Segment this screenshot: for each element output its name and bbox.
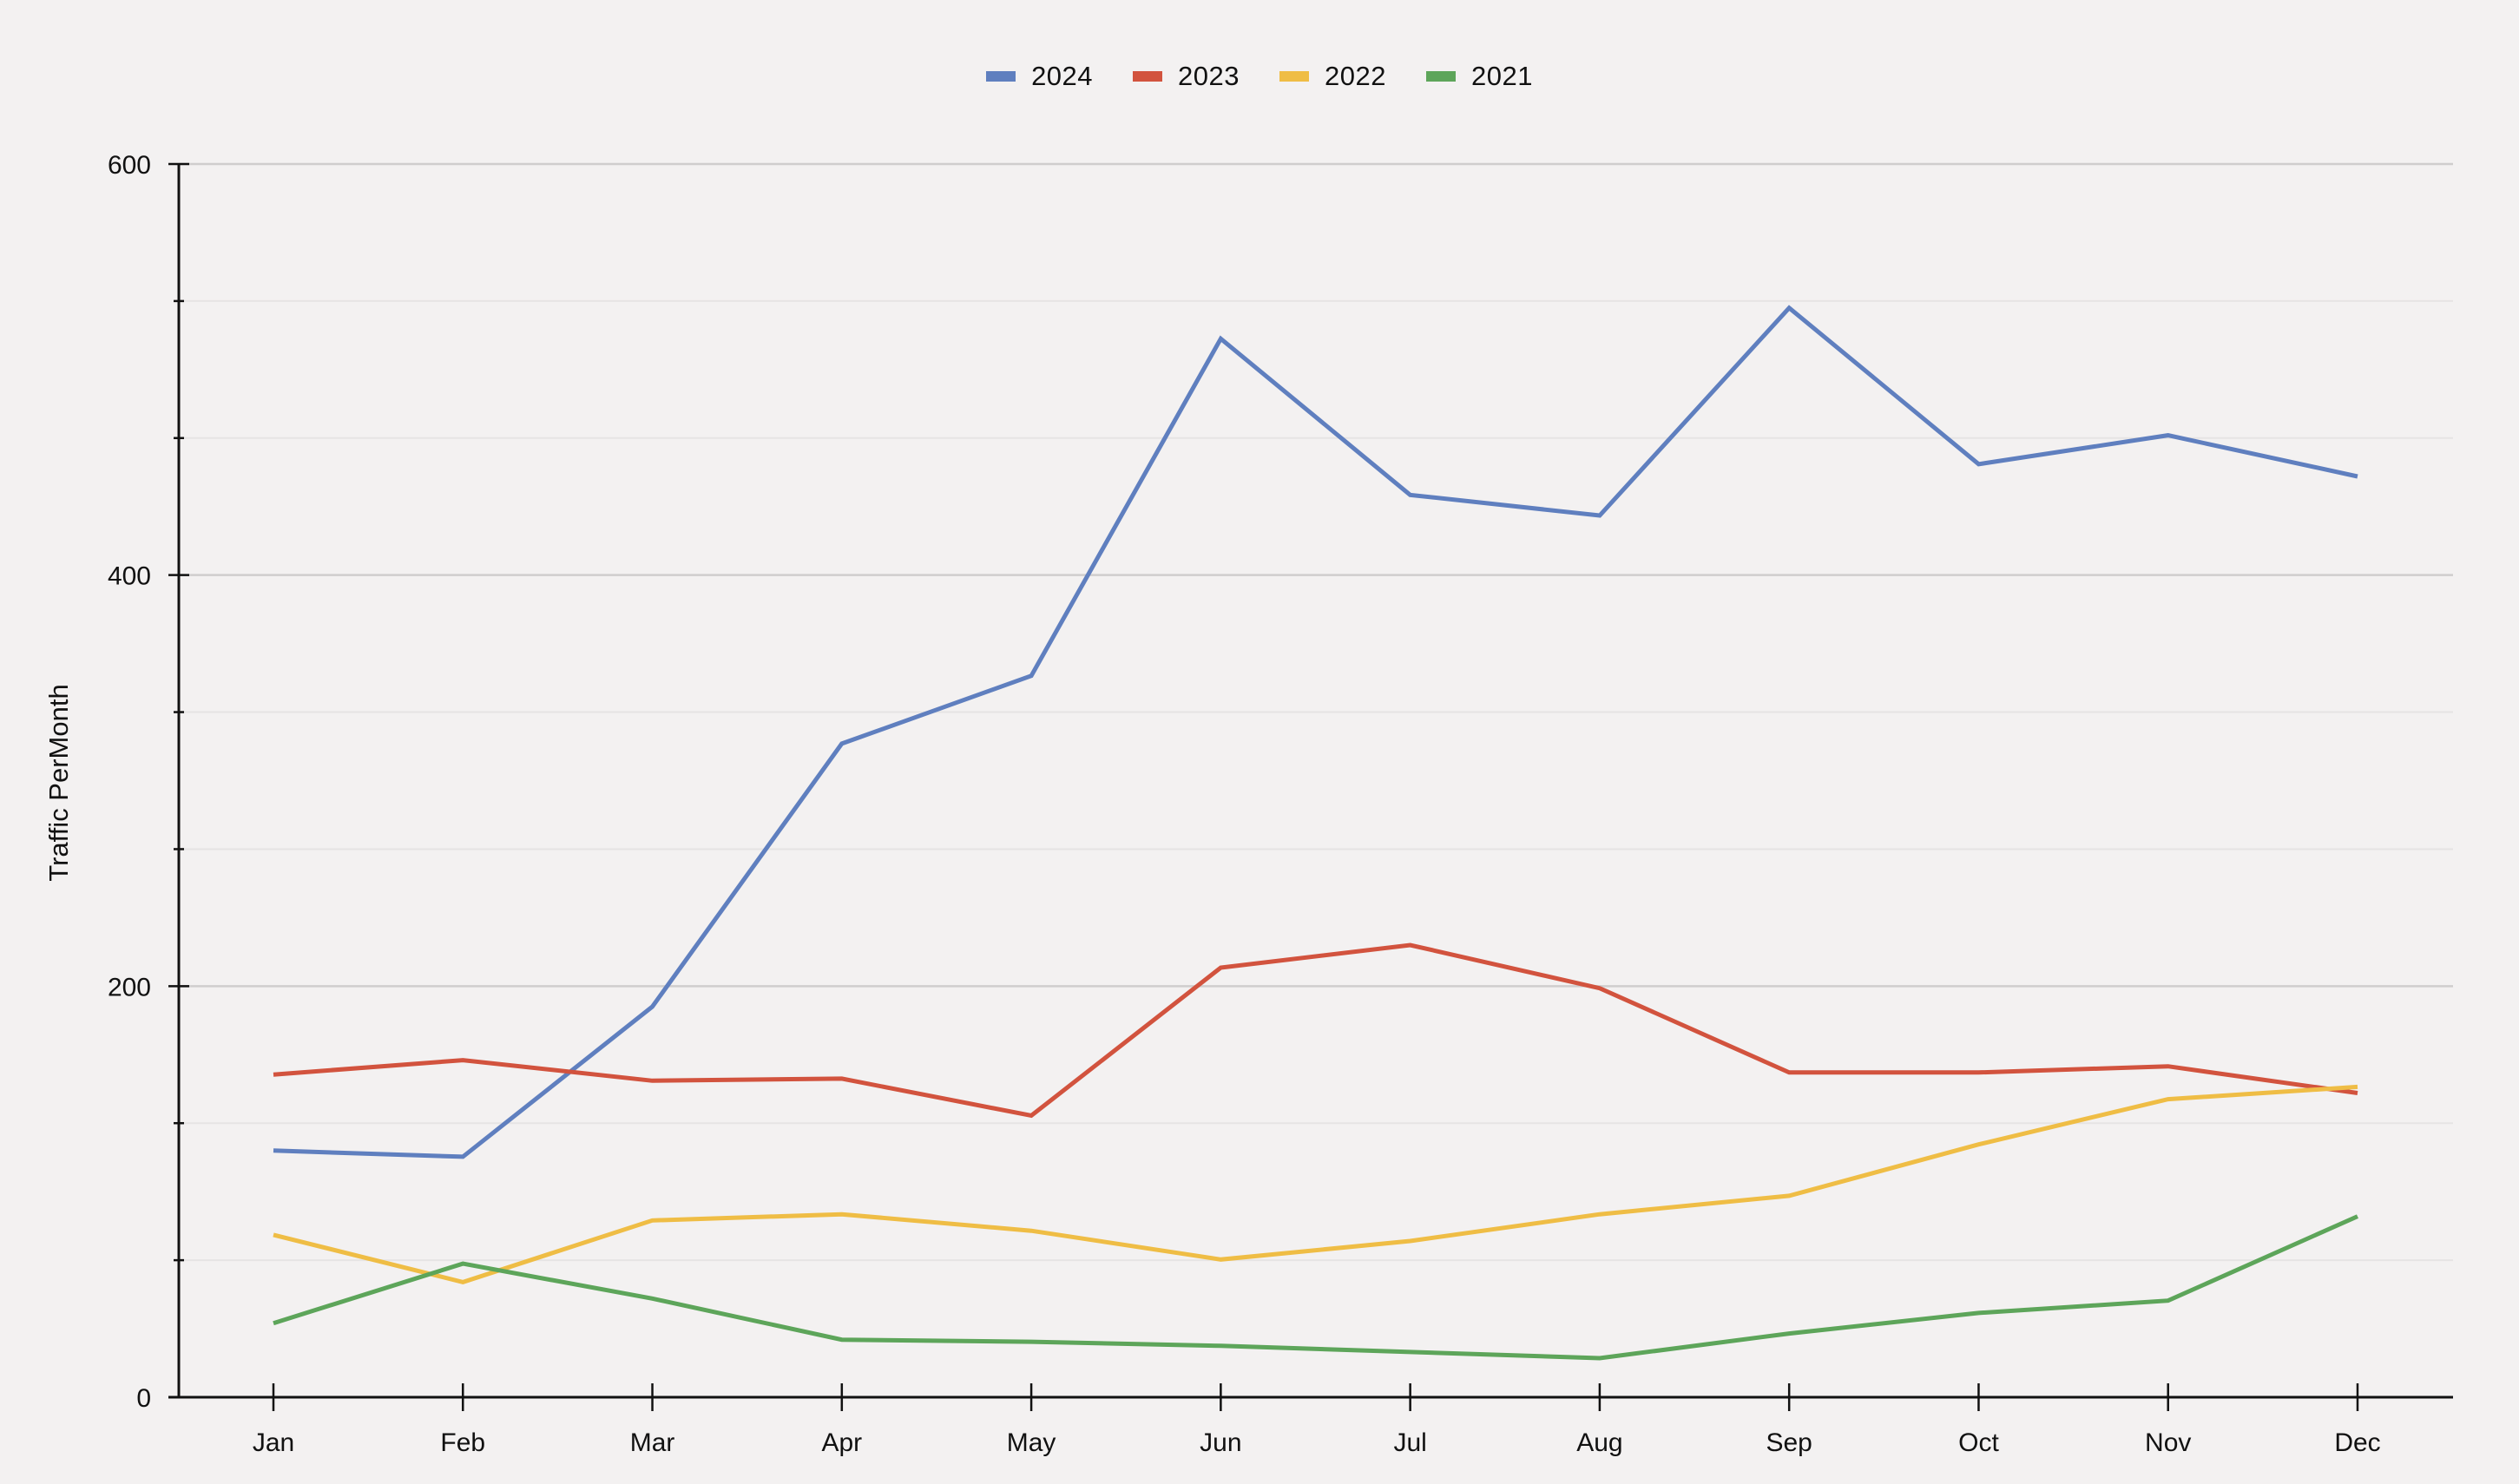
axes: 0 200 400 600 Jan Feb Mar Apr May Jun Jul Aug Sep Oct… xyxy=(108,151,2453,1457)
legend-label: 2024 xyxy=(1031,61,1094,91)
legend-swatch-icon xyxy=(986,71,1016,82)
x-tick-label: Aug xyxy=(1576,1428,1622,1457)
x-tick-label: Sep xyxy=(1766,1428,1812,1457)
legend-swatch-icon xyxy=(1133,71,1163,82)
x-tick-label: Jul xyxy=(1393,1428,1426,1457)
legend-item-2024[interactable]: 2024 xyxy=(986,61,1093,92)
legend-label: 2022 xyxy=(1325,61,1386,91)
y-axis-title: Traffic PerMonth xyxy=(43,684,74,881)
y-tick-label: 200 xyxy=(108,973,151,1001)
x-tick-label: Jun xyxy=(1200,1428,1241,1457)
x-tick-label: Nov xyxy=(2145,1428,2191,1457)
x-tick-label: May xyxy=(1007,1428,1056,1457)
legend-item-2022[interactable]: 2022 xyxy=(1279,61,1386,92)
series-line-2021 xyxy=(273,1214,2359,1361)
y-tick-label: 0 xyxy=(136,1384,151,1413)
legend-label: 2021 xyxy=(1470,61,1533,91)
x-tick-label: Feb xyxy=(440,1428,485,1457)
x-tick-label: Mar xyxy=(630,1428,675,1457)
y-tick-label: 600 xyxy=(108,151,151,180)
y-tick-label: 400 xyxy=(108,562,151,591)
x-tick-label: Dec xyxy=(2334,1428,2380,1457)
x-tick-label: Oct xyxy=(1958,1428,1999,1457)
legend-swatch-icon xyxy=(1279,71,1309,82)
gridlines xyxy=(179,162,2453,1262)
series-lines xyxy=(273,305,2359,1361)
legend-swatch-icon xyxy=(1425,71,1456,82)
series-line-2022 xyxy=(273,1084,2358,1284)
legend-label: 2023 xyxy=(1178,61,1240,91)
legend-item-2021[interactable]: 2021 xyxy=(1425,61,1533,92)
series-line-2023 xyxy=(273,942,2358,1119)
series-line-2024 xyxy=(273,305,2358,1159)
x-tick-label: Jan xyxy=(253,1428,294,1457)
legend-item-2023[interactable]: 2023 xyxy=(1133,61,1240,92)
x-tick-label: Apr xyxy=(821,1428,862,1457)
legend: 2024 2023 2022 2021 xyxy=(0,61,2519,92)
